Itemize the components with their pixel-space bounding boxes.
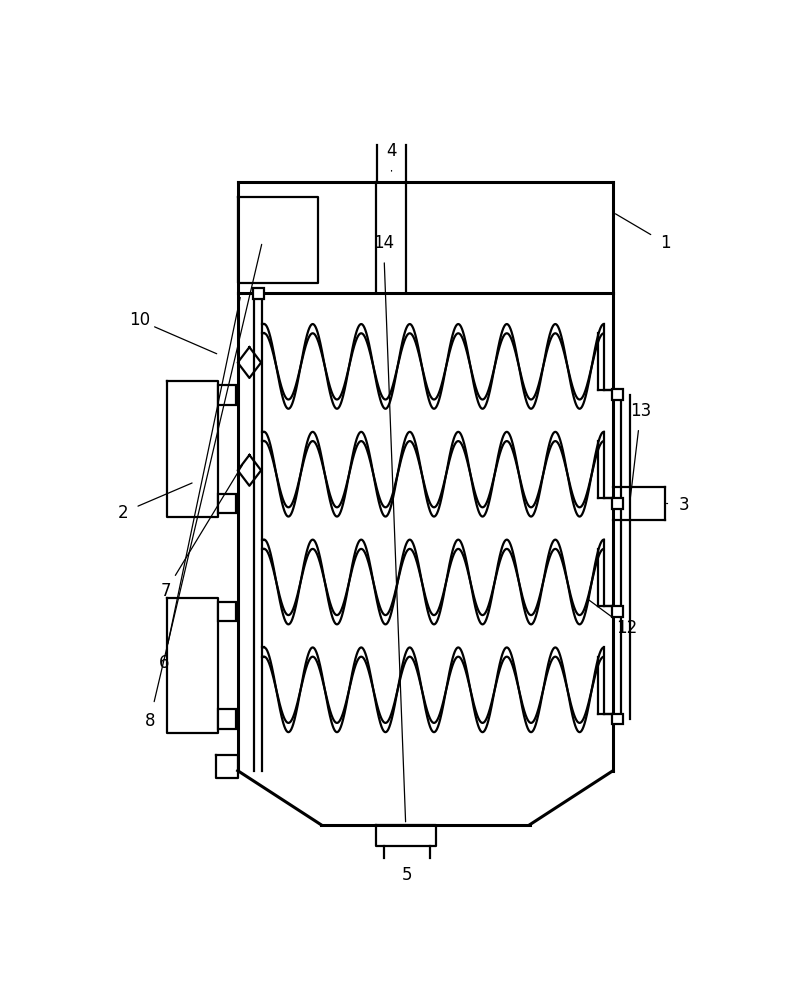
- Bar: [253, 288, 264, 299]
- Text: 10: 10: [129, 311, 150, 329]
- Text: 6: 6: [159, 654, 169, 672]
- Text: 4: 4: [387, 142, 397, 160]
- Text: 13: 13: [630, 402, 651, 420]
- Bar: [218, 385, 237, 405]
- Bar: [218, 602, 237, 621]
- Bar: [218, 709, 237, 729]
- Bar: [612, 389, 623, 400]
- Bar: [612, 606, 623, 617]
- Text: 3: 3: [679, 496, 689, 514]
- Text: 14: 14: [373, 234, 394, 252]
- Text: 2: 2: [118, 504, 128, 522]
- Text: 8: 8: [145, 712, 155, 730]
- Bar: [612, 714, 623, 724]
- Text: 5: 5: [402, 866, 412, 884]
- Bar: [218, 494, 237, 513]
- Text: 1: 1: [660, 234, 671, 252]
- Bar: [612, 498, 623, 509]
- Text: 7: 7: [160, 582, 171, 600]
- Text: 12: 12: [617, 619, 638, 637]
